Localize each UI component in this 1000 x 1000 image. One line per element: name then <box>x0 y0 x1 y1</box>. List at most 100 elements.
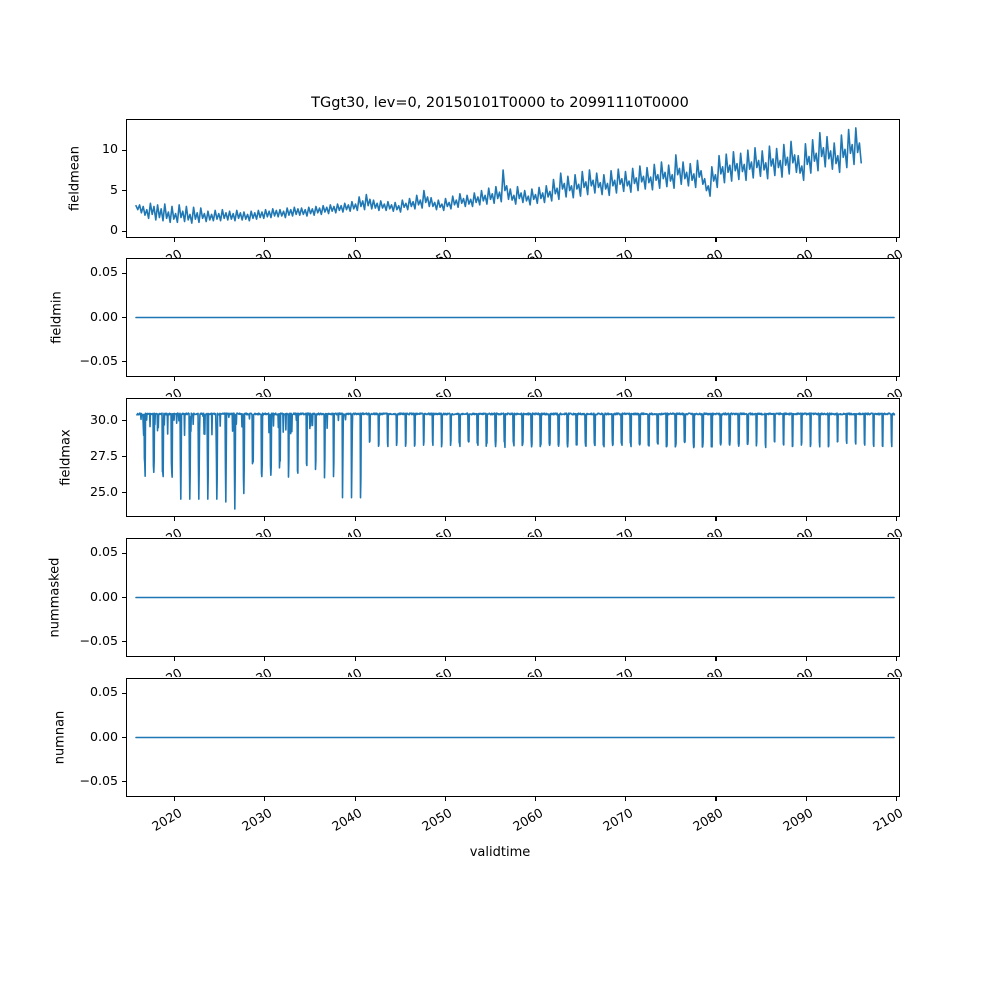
xtick-mark-numnan-1 <box>264 797 266 801</box>
xtick-label-fieldmax-1: 2030 <box>225 525 274 537</box>
xtick-mark-numnan-2 <box>354 797 356 801</box>
xtick-label-fieldmin-2: 2040 <box>316 385 364 397</box>
xtick-mark-nummasked-8 <box>895 657 897 661</box>
xtick-label-nummasked-1: 2030 <box>225 665 274 677</box>
xtick-mark-numnan-5 <box>625 797 627 801</box>
xtick-mark-fieldmin-4 <box>535 377 537 381</box>
ytick-label-nummasked-2: 0.05 <box>89 544 118 560</box>
xtick-mark-fieldmin-1 <box>264 377 266 381</box>
xtick-label-numnan-3: 2050 <box>419 805 455 835</box>
xtick-label-nummasked-5: 2070 <box>586 665 635 677</box>
xtick-mark-fieldmax-2 <box>354 517 356 521</box>
ytick-label-nummasked-1: 0.00 <box>89 588 118 604</box>
xtick-label-nummasked-6: 2080 <box>676 665 725 677</box>
ytick-label-numnan-2: 0.05 <box>89 684 118 700</box>
xtick-mark-fieldmean-5 <box>625 238 627 242</box>
xtick-label-fieldmin-8: 2100 <box>857 385 906 397</box>
xtick-label-fieldmin-5: 2070 <box>586 385 635 397</box>
xtick-mark-nummasked-3 <box>444 657 446 661</box>
plot-area-fieldmax <box>136 412 896 510</box>
xtick-mark-nummasked-0 <box>174 657 176 661</box>
ytick-label-nummasked-0: −0.05 <box>79 632 118 648</box>
xtick-mark-fieldmean-6 <box>715 238 717 242</box>
xtick-mark-fieldmin-8 <box>895 377 897 381</box>
xtick-mark-fieldmin-7 <box>805 377 807 381</box>
ytick-label-fieldmin-1: 0.00 <box>89 308 118 324</box>
ytick-mark-fieldmin-2 <box>122 272 126 274</box>
xtick-label-fieldmax-8: 2100 <box>857 525 906 537</box>
xtick-label-numnan-8: 2100 <box>870 805 906 835</box>
xtick-label-numnan-1: 2030 <box>239 805 275 835</box>
xtick-mark-fieldmin-6 <box>715 377 717 381</box>
xtick-label-numnan-2: 2040 <box>329 805 365 835</box>
plot-area-nummasked <box>135 596 895 599</box>
xtick-labels-fieldmin: 2020 2030 2040 2050 2060 2070 2080 2090 2100 <box>0 377 1000 397</box>
xtick-label-fieldmean-4: 2060 <box>496 246 545 258</box>
data-line-fieldmean <box>135 127 863 224</box>
xtick-mark-nummasked-7 <box>805 657 807 661</box>
xtick-label-fieldmean-8: 2100 <box>857 246 906 258</box>
xtick-label-fieldmax-2: 2040 <box>316 525 364 537</box>
xtick-label-nummasked-4: 2060 <box>496 665 545 677</box>
xtick-mark-numnan-0 <box>174 797 176 801</box>
ytick-mark-nummasked-1 <box>122 596 126 599</box>
ytick-mark-nummasked-2 <box>122 552 126 554</box>
xtick-mark-nummasked-4 <box>535 657 537 661</box>
xtick-mark-numnan-7 <box>805 797 807 801</box>
ytick-mark-numnan-2 <box>122 692 126 694</box>
xtick-labels-fieldmax: 2020 2030 2040 2050 2060 2070 2080 2090 2100 <box>0 517 1000 537</box>
axes-nummasked <box>126 538 900 657</box>
xtick-mark-fieldmin-2 <box>354 377 356 381</box>
xtick-mark-numnan-3 <box>444 797 446 801</box>
xtick-labels-numnan: 2020 2030 2040 2050 2060 2070 2080 2090 2100 <box>0 797 1000 845</box>
xtick-label-fieldmin-0: 2020 <box>135 385 184 397</box>
xtick-mark-fieldmax-8 <box>895 517 897 521</box>
ytick-mark-fieldmax-2 <box>122 420 126 422</box>
xtick-mark-fieldmax-3 <box>444 517 446 521</box>
xtick-mark-fieldmax-0 <box>174 517 176 521</box>
xtick-label-nummasked-0: 2020 <box>135 665 184 677</box>
xtick-label-fieldmean-6: 2080 <box>676 246 725 258</box>
xtick-label-nummasked-7: 2090 <box>767 665 815 677</box>
xtick-label-nummasked-8: 2100 <box>857 665 906 677</box>
xtick-label-fieldmax-6: 2080 <box>676 525 725 537</box>
xtick-mark-nummasked-6 <box>715 657 717 661</box>
xtick-labels-fieldmean: 2020 2030 2040 2050 2060 2070 2080 2090 2100 <box>0 238 1000 258</box>
xtick-mark-fieldmean-2 <box>354 238 356 242</box>
plot-area-fieldmean <box>135 127 863 224</box>
xtick-mark-numnan-4 <box>535 797 537 801</box>
xtick-label-fieldmean-2: 2040 <box>316 246 364 258</box>
xtick-mark-fieldmax-7 <box>805 517 807 521</box>
ytick-mark-nummasked-0 <box>122 641 126 643</box>
ytick-mark-fieldmean-2 <box>122 149 126 151</box>
xtick-mark-fieldmax-5 <box>625 517 627 521</box>
ytick-label-numnan-1: 0.00 <box>89 728 118 744</box>
ytick-mark-fieldmean-0 <box>122 230 126 232</box>
ytick-label-numnan-0: −0.05 <box>79 772 118 788</box>
plot-area-numnan <box>135 736 895 739</box>
xtick-label-fieldmax-4: 2060 <box>496 525 545 537</box>
xlabel-validtime: validtime <box>469 845 531 860</box>
xtick-label-fieldmax-7: 2090 <box>767 525 815 537</box>
ytick-mark-numnan-0 <box>122 781 126 783</box>
ylabel-fieldmin: fieldmin <box>49 291 65 344</box>
ytick-label-fieldmean-1: 5 <box>109 181 118 197</box>
xtick-label-nummasked-2: 2040 <box>316 665 364 677</box>
xtick-mark-nummasked-2 <box>354 657 356 661</box>
xtick-mark-fieldmean-7 <box>805 238 807 242</box>
xtick-label-numnan-7: 2090 <box>780 805 816 835</box>
xtick-label-fieldmean-0: 2020 <box>135 246 184 258</box>
ytick-label-fieldmean-2: 10 <box>101 141 118 157</box>
axes-fieldmax <box>126 398 900 517</box>
xtick-label-fieldmin-1: 2030 <box>225 385 274 397</box>
xtick-mark-fieldmin-3 <box>444 377 446 381</box>
xtick-mark-nummasked-1 <box>264 657 266 661</box>
xtick-label-fieldmax-0: 2020 <box>135 525 184 537</box>
xtick-label-fieldmean-5: 2070 <box>586 246 635 258</box>
axes-fieldmean <box>126 119 900 238</box>
xtick-label-numnan-4: 2060 <box>509 805 546 835</box>
xtick-mark-fieldmean-0 <box>174 238 176 242</box>
ytick-mark-fieldmin-1 <box>122 316 126 319</box>
figure-title: TGgt30, lev=0, 20150101T0000 to 20991110… <box>311 95 689 111</box>
